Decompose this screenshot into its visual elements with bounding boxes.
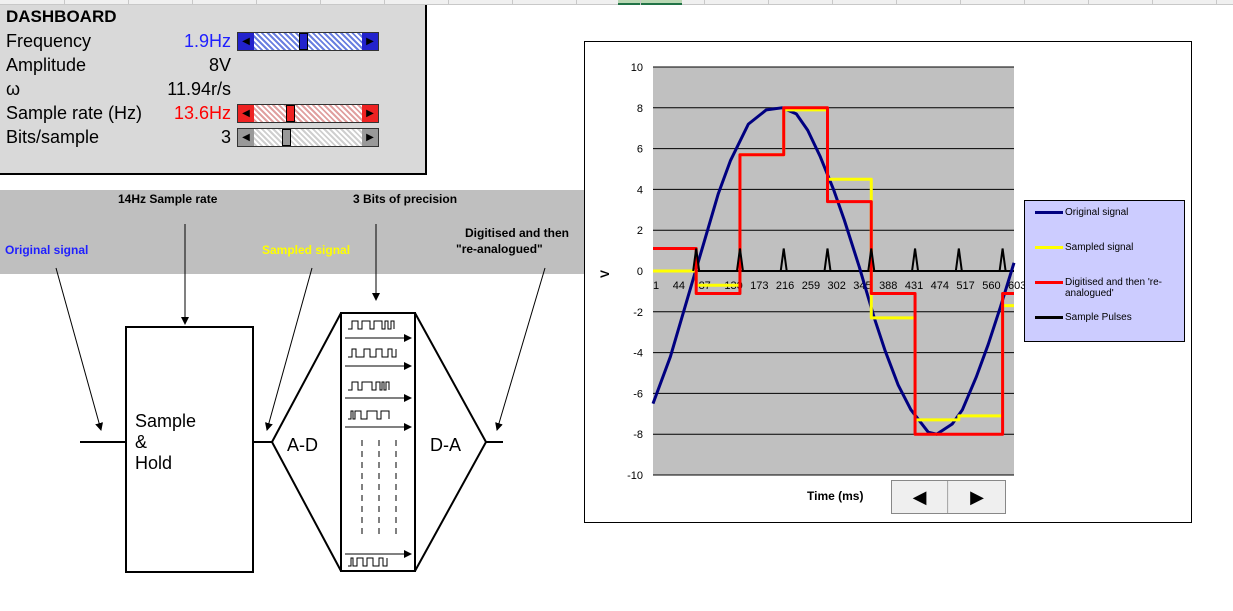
x-tick-labels: 1 44 87 130 173 216 259 302 345 388 431 474 517 560 60… <box>653 280 1026 292</box>
chevron-right-icon[interactable]: ▶ <box>362 129 378 146</box>
y-tick-label: 0 <box>637 266 643 278</box>
x-tick-label: 1 <box>653 280 659 292</box>
amplitude-row: Amplitude 8V <box>0 53 427 77</box>
x-tick-label: 517 <box>956 280 974 292</box>
sample-pulse-mark <box>823 248 832 272</box>
digitised-caption-line2: "re-analogued" <box>456 242 543 256</box>
chevron-left-icon[interactable]: ◀ <box>238 129 254 146</box>
spreadsheet-column-header <box>0 0 1233 5</box>
sample-pulse-mark <box>911 248 920 272</box>
y-tick-label: -2 <box>633 307 643 319</box>
sampled-signal-arrow <box>265 267 313 431</box>
y-tick-labels: 10 8 6 4 2 0 -2 -4 -6 -8 -10 <box>627 62 643 482</box>
sample-hold-line1: Sample <box>135 411 197 431</box>
sample-pulse-mark <box>735 248 744 272</box>
diagram-label-band: 14Hz Sample rate 3 Bits of precision Ori… <box>0 190 584 274</box>
next-button[interactable]: ▶ <box>949 481 1005 513</box>
arrow-left-icon: ◀ <box>912 486 927 507</box>
slider-thumb[interactable] <box>285 105 295 122</box>
sampled-signal-line <box>653 108 1014 422</box>
y-tick-label: -6 <box>633 388 643 400</box>
x-tick-label: 302 <box>828 280 846 292</box>
bits-label: Bits/sample <box>6 127 100 147</box>
y-tick-label: -8 <box>633 429 643 441</box>
sample-pulse-mark <box>998 248 1007 272</box>
y-tick-label: 10 <box>631 62 643 74</box>
sample-rate-slider[interactable]: ◀ ▶ <box>237 104 379 123</box>
x-tick-label: 560 <box>982 280 1000 292</box>
sample-hold-line3: Hold <box>135 453 173 473</box>
original-signal-caption: Original signal <box>5 243 89 257</box>
original-signal-arrow <box>55 267 103 431</box>
sample-rate-label: Sample rate (Hz) <box>6 103 143 123</box>
omega-row: ω 11.94r/s <box>0 77 427 101</box>
sample-rate-row: Sample rate (Hz) 13.6Hz ◀ ▶ <box>0 101 427 125</box>
bits-caption: 3 Bits of precision <box>353 192 458 206</box>
sample-rate-value: 13.6Hz <box>173 103 231 123</box>
bits-slider[interactable]: ◀ ▶ <box>237 128 379 147</box>
sample-rate-caption: 14Hz Sample rate <box>118 192 218 206</box>
omega-label: ω <box>6 79 21 99</box>
x-tick-label: 259 <box>802 280 820 292</box>
x-tick-label: 173 <box>750 280 768 292</box>
chart-navigation: ◀ ▶ <box>891 480 1006 514</box>
dashboard-title: DASHBOARD <box>6 7 117 26</box>
digital-bus <box>340 312 416 572</box>
y-axis-label: V <box>598 270 612 278</box>
x-tick-label: 431 <box>905 280 923 292</box>
digitised-arrow <box>495 267 546 431</box>
bits-row: Bits/sample 3 ◀ ▶ <box>0 125 427 149</box>
sample-hold-text: Sample & Hold <box>135 411 196 474</box>
sample-pulse-mark <box>867 248 876 272</box>
chevron-right-icon[interactable]: ▶ <box>362 105 378 122</box>
amplitude-label: Amplitude <box>6 55 87 75</box>
y-tick-label: 8 <box>637 103 643 115</box>
amplitude-value: 8V <box>208 55 231 75</box>
ad-label: A-D <box>287 435 318 455</box>
frequency-label: Frequency <box>6 31 92 51</box>
da-label: D-A <box>430 435 461 455</box>
selected-column <box>618 0 682 5</box>
y-tick-label: -4 <box>633 348 643 360</box>
chevron-left-icon[interactable]: ◀ <box>238 105 254 122</box>
slider-thumb[interactable] <box>281 129 291 146</box>
sampled-signal-caption: Sampled signal <box>262 243 351 257</box>
slider-thumb[interactable] <box>298 33 308 50</box>
x-tick-label: 388 <box>879 280 897 292</box>
gridlines <box>653 66 1014 476</box>
digitised-caption-line1: Digitised and then <box>465 226 570 240</box>
omega-value: 11.94r/s <box>167 79 231 99</box>
bits-value: 3 <box>220 127 231 147</box>
y-tick-label: 6 <box>637 144 643 156</box>
y-tick-label: -10 <box>627 470 643 482</box>
dashboard-panel: DASHBOARD Frequency 1.9Hz ◀ ▶ Amplitude … <box>0 5 427 175</box>
arrow-right-icon: ▶ <box>970 486 984 507</box>
y-tick-label: 4 <box>637 184 643 196</box>
y-tick-label: 2 <box>637 225 643 237</box>
x-tick-label: 44 <box>673 280 685 292</box>
prev-button[interactable]: ◀ <box>892 481 948 513</box>
frequency-slider[interactable]: ◀ ▶ <box>237 32 379 51</box>
digitised-signal-line <box>653 106 1014 436</box>
signal-chart: 10 8 6 4 2 0 -2 -4 -6 -8 -10 1 44 87 130 173 216 259 302 3… <box>584 41 1192 523</box>
frequency-value: 1.9Hz <box>183 31 231 51</box>
sample-hold-line2: & <box>135 432 148 452</box>
chevron-right-icon[interactable]: ▶ <box>362 33 378 50</box>
x-tick-label: 216 <box>776 280 794 292</box>
x-tick-label: 603 <box>1008 280 1026 292</box>
sample-pulse-mark <box>692 248 701 272</box>
x-tick-label: 474 <box>931 280 949 292</box>
frequency-row: Frequency 1.9Hz ◀ ▶ <box>0 29 427 53</box>
x-axis-label: Time (ms) <box>807 489 864 503</box>
sample-pulse-mark <box>779 248 788 272</box>
chevron-left-icon[interactable]: ◀ <box>238 33 254 50</box>
series-group <box>651 106 1016 436</box>
chart-legend: Original signal Sampled signal Digitised… <box>1024 200 1185 342</box>
sample-pulse-mark <box>954 248 963 272</box>
